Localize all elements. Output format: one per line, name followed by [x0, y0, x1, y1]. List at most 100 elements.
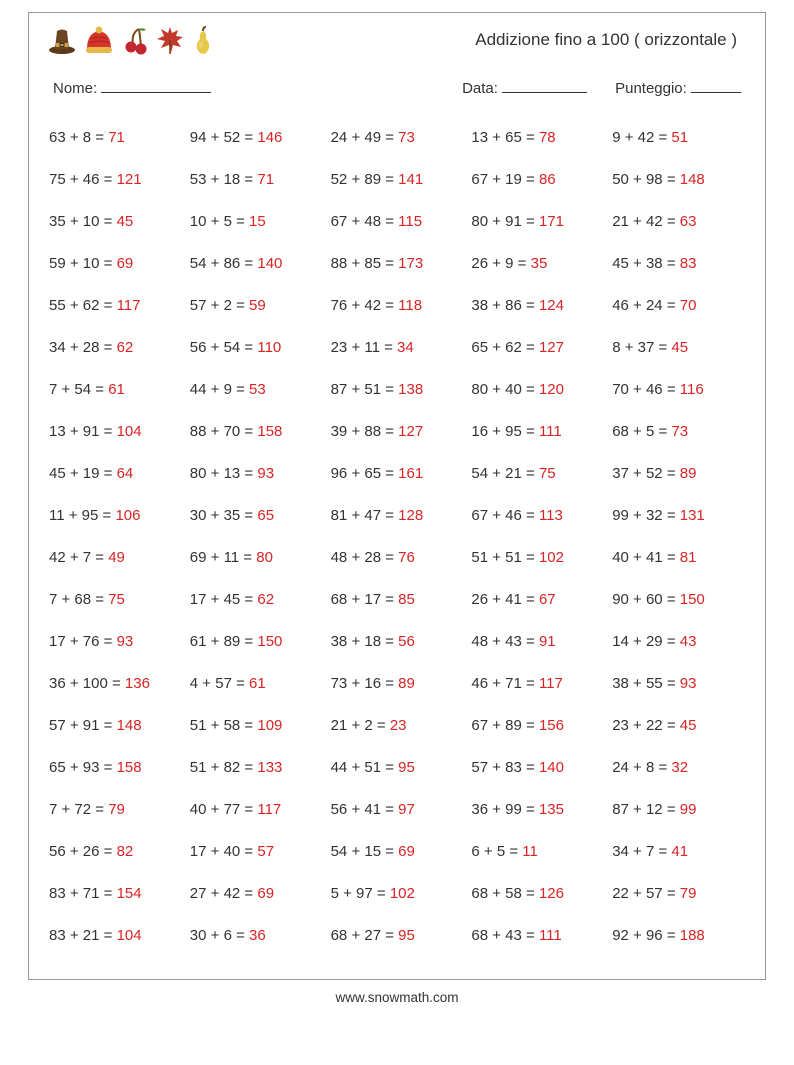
answer: 156 [539, 717, 564, 734]
answer: 76 [398, 549, 415, 566]
problem-cell: 67 + 46 = 113 [471, 495, 604, 537]
problem-cell: 51 + 51 = 102 [471, 537, 604, 579]
problem-cell: 51 + 82 = 133 [190, 747, 323, 789]
answer: 106 [115, 507, 140, 524]
problem-cell: 67 + 19 = 86 [471, 159, 604, 201]
problem-cell: 52 + 89 = 141 [331, 159, 464, 201]
problem-cell: 69 + 11 = 80 [190, 537, 323, 579]
problem-cell: 7 + 72 = 79 [49, 789, 182, 831]
answer: 124 [539, 297, 564, 314]
answer: 35 [531, 255, 548, 272]
problem-cell: 87 + 51 = 138 [331, 369, 464, 411]
answer: 127 [539, 339, 564, 356]
winter-hat-icon [83, 25, 115, 55]
problem-cell: 92 + 96 = 188 [612, 915, 745, 957]
problem-cell: 24 + 49 = 73 [331, 117, 464, 159]
maple-leaf-icon [155, 25, 185, 55]
problem-cell: 42 + 7 = 49 [49, 537, 182, 579]
problem-cell: 46 + 24 = 70 [612, 285, 745, 327]
name-blank [101, 79, 211, 93]
answer: 110 [257, 339, 281, 356]
problem-cell: 57 + 2 = 59 [190, 285, 323, 327]
header-icons [47, 25, 215, 55]
problem-cell: 22 + 57 = 79 [612, 873, 745, 915]
answer: 120 [539, 381, 564, 398]
answer: 53 [249, 381, 266, 398]
answer: 173 [398, 255, 423, 272]
problem-cell: 53 + 18 = 71 [190, 159, 323, 201]
header: Addizione fino a 100 ( orizzontale ) [47, 23, 747, 65]
date-blank [502, 79, 587, 93]
answer: 161 [398, 465, 423, 482]
answer: 15 [249, 213, 266, 230]
problem-cell: 83 + 21 = 104 [49, 915, 182, 957]
answer: 111 [539, 927, 562, 944]
answer: 80 [256, 549, 273, 566]
problem-cell: 48 + 28 = 76 [331, 537, 464, 579]
problem-cell: 70 + 46 = 116 [612, 369, 745, 411]
cherries-icon [121, 25, 149, 55]
problem-cell: 5 + 97 = 102 [331, 873, 464, 915]
answer: 136 [125, 675, 150, 692]
problem-cell: 23 + 11 = 34 [331, 327, 464, 369]
problem-cell: 75 + 46 = 121 [49, 159, 182, 201]
problem-cell: 36 + 99 = 135 [471, 789, 604, 831]
problem-cell: 21 + 2 = 23 [331, 705, 464, 747]
problem-cell: 81 + 47 = 128 [331, 495, 464, 537]
problem-cell: 26 + 9 = 35 [471, 243, 604, 285]
problem-cell: 30 + 35 = 65 [190, 495, 323, 537]
answer: 111 [539, 423, 562, 440]
problem-cell: 40 + 77 = 117 [190, 789, 323, 831]
problem-cell: 59 + 10 = 69 [49, 243, 182, 285]
answer: 23 [390, 717, 407, 734]
problem-cell: 13 + 65 = 78 [471, 117, 604, 159]
problem-cell: 34 + 28 = 62 [49, 327, 182, 369]
answer: 51 [671, 129, 688, 146]
answer: 93 [680, 675, 697, 692]
answer: 104 [117, 423, 142, 440]
problem-cell: 88 + 70 = 158 [190, 411, 323, 453]
hat-icon [47, 25, 77, 55]
problem-cell: 9 + 42 = 51 [612, 117, 745, 159]
answer: 69 [117, 255, 134, 272]
answer: 65 [257, 507, 274, 524]
answer: 64 [117, 465, 134, 482]
answer: 81 [680, 549, 697, 566]
problem-cell: 51 + 58 = 109 [190, 705, 323, 747]
answer: 85 [398, 591, 415, 608]
answer: 140 [257, 255, 282, 272]
problem-cell: 80 + 13 = 93 [190, 453, 323, 495]
problem-cell: 13 + 91 = 104 [49, 411, 182, 453]
answer: 75 [108, 591, 125, 608]
problem-cell: 26 + 41 = 67 [471, 579, 604, 621]
answer: 117 [539, 675, 563, 692]
worksheet-title: Addizione fino a 100 ( orizzontale ) [475, 30, 737, 50]
info-row: Nome: Data: Punteggio: [47, 65, 747, 117]
answer: 93 [257, 465, 274, 482]
answer: 79 [680, 885, 697, 902]
answer: 78 [539, 129, 556, 146]
problems-grid: 63 + 8 = 7194 + 52 = 14624 + 49 = 7313 +… [47, 117, 747, 957]
problem-cell: 67 + 48 = 115 [331, 201, 464, 243]
problem-cell: 54 + 15 = 69 [331, 831, 464, 873]
answer: 82 [117, 843, 134, 860]
answer: 97 [398, 801, 415, 818]
problem-cell: 37 + 52 = 89 [612, 453, 745, 495]
problem-cell: 14 + 29 = 43 [612, 621, 745, 663]
answer: 45 [671, 339, 688, 356]
pear-icon [191, 25, 215, 55]
problem-cell: 38 + 86 = 124 [471, 285, 604, 327]
problem-cell: 65 + 62 = 127 [471, 327, 604, 369]
problem-cell: 21 + 42 = 63 [612, 201, 745, 243]
problem-cell: 80 + 40 = 120 [471, 369, 604, 411]
problem-cell: 54 + 21 = 75 [471, 453, 604, 495]
answer: 188 [680, 927, 705, 944]
problem-cell: 35 + 10 = 45 [49, 201, 182, 243]
answer: 171 [539, 213, 564, 230]
problem-cell: 44 + 51 = 95 [331, 747, 464, 789]
problem-cell: 27 + 42 = 69 [190, 873, 323, 915]
problem-cell: 38 + 18 = 56 [331, 621, 464, 663]
problem-cell: 4 + 57 = 61 [190, 663, 323, 705]
problem-cell: 38 + 55 = 93 [612, 663, 745, 705]
answer: 43 [680, 633, 697, 650]
